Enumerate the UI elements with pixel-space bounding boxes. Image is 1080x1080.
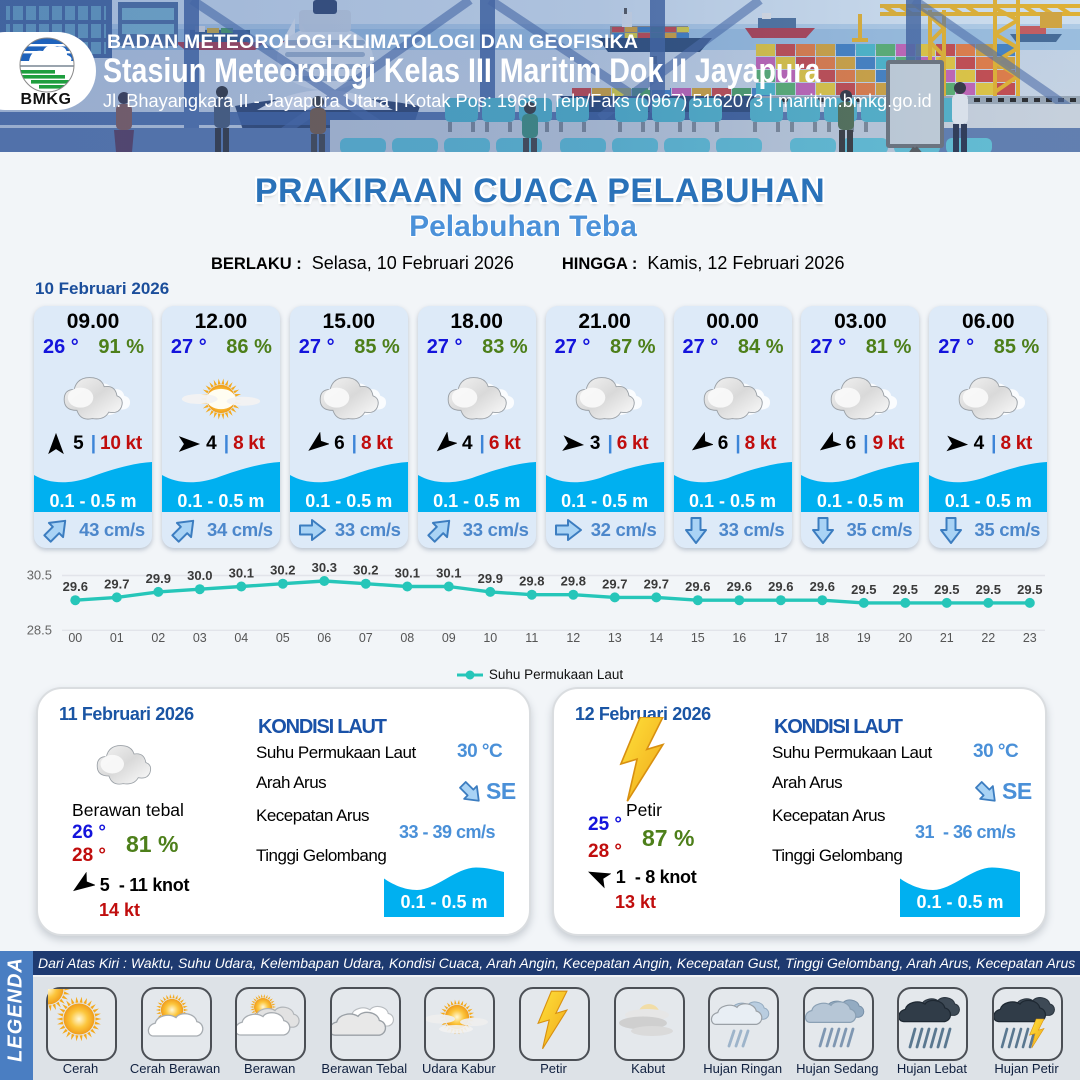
svg-text:16: 16 xyxy=(732,631,746,645)
svg-text:29.7: 29.7 xyxy=(602,576,627,591)
svg-text:09: 09 xyxy=(442,631,456,645)
svg-text:30.3: 30.3 xyxy=(312,560,337,575)
svg-text:05: 05 xyxy=(276,631,290,645)
svg-text:02: 02 xyxy=(151,631,165,645)
svg-text:17: 17 xyxy=(774,631,788,645)
svg-text:29.5: 29.5 xyxy=(934,582,959,597)
svg-text:19: 19 xyxy=(857,631,871,645)
svg-text:29.6: 29.6 xyxy=(810,579,835,594)
svg-text:23: 23 xyxy=(1023,631,1037,645)
svg-text:29.5: 29.5 xyxy=(976,582,1001,597)
svg-text:20: 20 xyxy=(898,631,912,645)
svg-text:28.5: 28.5 xyxy=(27,622,52,637)
svg-text:29.6: 29.6 xyxy=(63,579,88,594)
svg-text:10: 10 xyxy=(483,631,497,645)
svg-text:29.6: 29.6 xyxy=(685,579,710,594)
svg-text:13: 13 xyxy=(608,631,622,645)
svg-text:29.5: 29.5 xyxy=(851,582,876,597)
svg-text:00: 00 xyxy=(68,631,82,645)
svg-text:30.2: 30.2 xyxy=(270,563,295,578)
svg-text:29.9: 29.9 xyxy=(146,571,171,586)
svg-text:06: 06 xyxy=(317,631,331,645)
svg-text:29.5: 29.5 xyxy=(893,582,918,597)
svg-text:29.7: 29.7 xyxy=(644,576,669,591)
svg-text:08: 08 xyxy=(400,631,414,645)
svg-text:14: 14 xyxy=(649,631,663,645)
svg-text:30.5: 30.5 xyxy=(27,568,52,583)
svg-text:11: 11 xyxy=(525,631,538,645)
svg-text:03: 03 xyxy=(193,631,207,645)
svg-text:29.8: 29.8 xyxy=(561,574,586,589)
svg-text:30.1: 30.1 xyxy=(436,566,461,581)
svg-text:30.1: 30.1 xyxy=(395,566,420,581)
svg-text:30.2: 30.2 xyxy=(353,563,378,578)
svg-text:01: 01 xyxy=(110,631,124,645)
svg-text:04: 04 xyxy=(234,631,248,645)
svg-text:29.9: 29.9 xyxy=(478,571,503,586)
svg-text:12: 12 xyxy=(566,631,580,645)
svg-text:29.7: 29.7 xyxy=(104,576,129,591)
svg-text:07: 07 xyxy=(359,631,373,645)
svg-text:30.0: 30.0 xyxy=(187,568,212,583)
svg-text:29.6: 29.6 xyxy=(727,579,752,594)
svg-text:30.1: 30.1 xyxy=(229,566,254,581)
svg-text:29.5: 29.5 xyxy=(1017,582,1042,597)
svg-text:18: 18 xyxy=(815,631,829,645)
svg-text:21: 21 xyxy=(940,631,954,645)
svg-text:29.8: 29.8 xyxy=(519,574,544,589)
svg-text:29.6: 29.6 xyxy=(768,579,793,594)
svg-text:22: 22 xyxy=(981,631,995,645)
svg-text:15: 15 xyxy=(691,631,705,645)
